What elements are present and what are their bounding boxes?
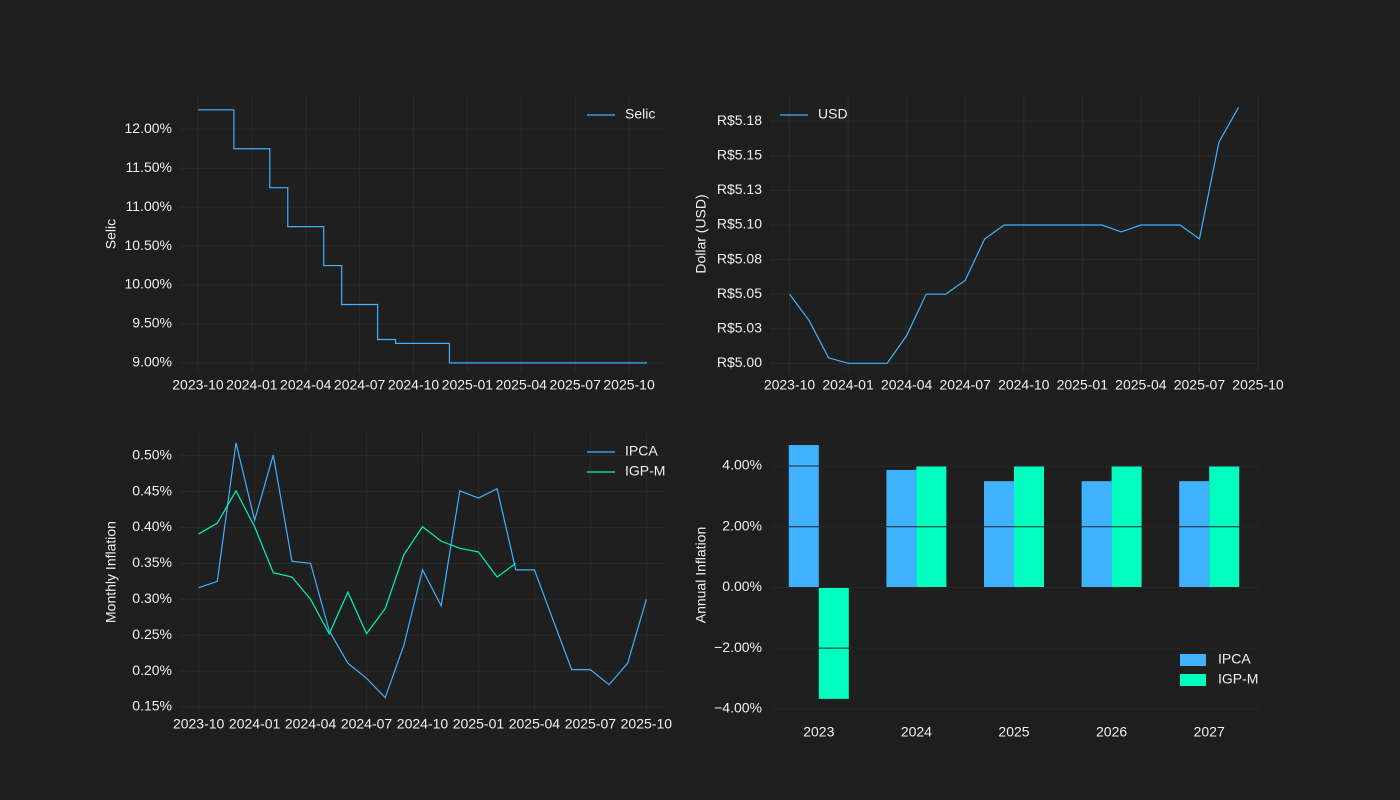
x-tick-label: 2025-10 <box>603 377 655 393</box>
y-axis-label: Selic <box>103 219 119 249</box>
x-tick-label: 2024-01 <box>226 377 278 393</box>
bar <box>1081 481 1112 588</box>
x-tick-label: 2024-04 <box>280 377 332 393</box>
bar <box>886 469 917 588</box>
y-tick-label: 0.50% <box>132 446 172 462</box>
x-tick-label: 2024-07 <box>940 377 992 393</box>
y-tick-label: 4.00% <box>722 457 762 473</box>
y-axis-label: Annual Inflation <box>693 527 709 624</box>
x-tick-label: 2024-01 <box>822 377 874 393</box>
y-tick-label: 10.50% <box>125 237 172 253</box>
legend-label: IPCA <box>1218 651 1251 667</box>
y-tick-label: 0.20% <box>132 662 172 678</box>
y-tick-label: R$5.15 <box>717 147 762 163</box>
y-tick-label: 0.40% <box>132 518 172 534</box>
x-tick-label: 2025-07 <box>1174 377 1226 393</box>
legend-swatch <box>1180 674 1206 686</box>
line <box>789 107 1240 364</box>
x-tick-label: 2024-07 <box>341 716 393 732</box>
y-tick-label: R$5.00 <box>717 354 762 370</box>
x-tick-label: 2024-10 <box>998 377 1050 393</box>
legend-label: Selic <box>625 106 655 122</box>
y-axis-label: Dollar (USD) <box>693 194 709 273</box>
bar <box>818 587 849 699</box>
plot-area <box>770 95 1258 373</box>
y-tick-label: 2.00% <box>722 517 762 533</box>
x-tick-label: 2024 <box>901 724 932 740</box>
legend-label: USD <box>818 106 848 122</box>
y-tick-label: 0.45% <box>132 482 172 498</box>
x-tick-label: 2023-10 <box>172 377 224 393</box>
x-tick-label: 2025-01 <box>453 716 505 732</box>
x-tick-label: 2025-04 <box>509 716 561 732</box>
x-tick-label: 2024-10 <box>388 377 440 393</box>
x-tick-label: 2025-01 <box>1057 377 1109 393</box>
x-tick-label: 2027 <box>1194 724 1225 740</box>
x-tick-label: 2026 <box>1096 724 1127 740</box>
y-tick-label: R$5.18 <box>717 112 762 128</box>
line <box>198 489 517 636</box>
x-tick-label: 2024-10 <box>397 716 449 732</box>
x-tick-label: 2025-04 <box>496 377 548 393</box>
x-tick-label: 2025-04 <box>1115 377 1167 393</box>
y-tick-label: R$5.10 <box>717 216 762 232</box>
line <box>197 109 648 364</box>
line <box>198 442 647 699</box>
x-tick-label: 2025-07 <box>565 716 617 732</box>
x-tick-label: 2024-01 <box>229 716 281 732</box>
y-tick-label: 9.00% <box>132 354 172 370</box>
y-tick-label: R$5.13 <box>717 181 762 197</box>
x-tick-label: 2023-10 <box>173 716 225 732</box>
x-tick-label: 2025-01 <box>442 377 494 393</box>
bar <box>984 481 1014 588</box>
y-tick-label: −4.00% <box>714 700 762 716</box>
x-tick-label: 2025-10 <box>621 716 673 732</box>
x-tick-label: 2025 <box>998 724 1029 740</box>
x-tick-label: 2024-04 <box>881 377 933 393</box>
x-tick-label: 2023 <box>803 724 834 740</box>
y-tick-label: 11.50% <box>126 159 172 175</box>
y-tick-label: 9.50% <box>132 315 172 331</box>
y-tick-label: R$5.03 <box>717 319 762 335</box>
legend-label: IGP-M <box>625 463 665 479</box>
y-tick-label: 0.35% <box>132 554 172 570</box>
x-tick-label: 2025-07 <box>549 377 601 393</box>
bar <box>788 445 819 588</box>
y-tick-label: 11.00% <box>126 198 172 214</box>
legend-label: IPCA <box>625 443 658 459</box>
y-tick-label: 0.30% <box>132 590 172 606</box>
x-tick-label: 2024-07 <box>334 377 386 393</box>
bar <box>1179 481 1210 588</box>
y-tick-label: R$5.08 <box>717 250 762 266</box>
y-tick-label: 10.00% <box>125 276 172 292</box>
y-tick-label: 0.25% <box>132 626 172 642</box>
y-tick-label: R$5.05 <box>717 285 762 301</box>
x-tick-label: 2023-10 <box>764 377 816 393</box>
y-tick-label: −2.00% <box>714 639 762 655</box>
y-tick-label: 12.00% <box>125 120 172 136</box>
x-tick-label: 2024-04 <box>285 716 337 732</box>
y-axis-label: Monthly Inflation <box>103 521 119 623</box>
plot-area <box>180 95 665 373</box>
x-tick-label: 2025-10 <box>1232 377 1284 393</box>
legend-label: IGP-M <box>1218 671 1258 687</box>
legend-swatch <box>1180 654 1206 666</box>
y-tick-label: 0.15% <box>132 698 172 714</box>
y-tick-label: 0.00% <box>722 578 762 594</box>
